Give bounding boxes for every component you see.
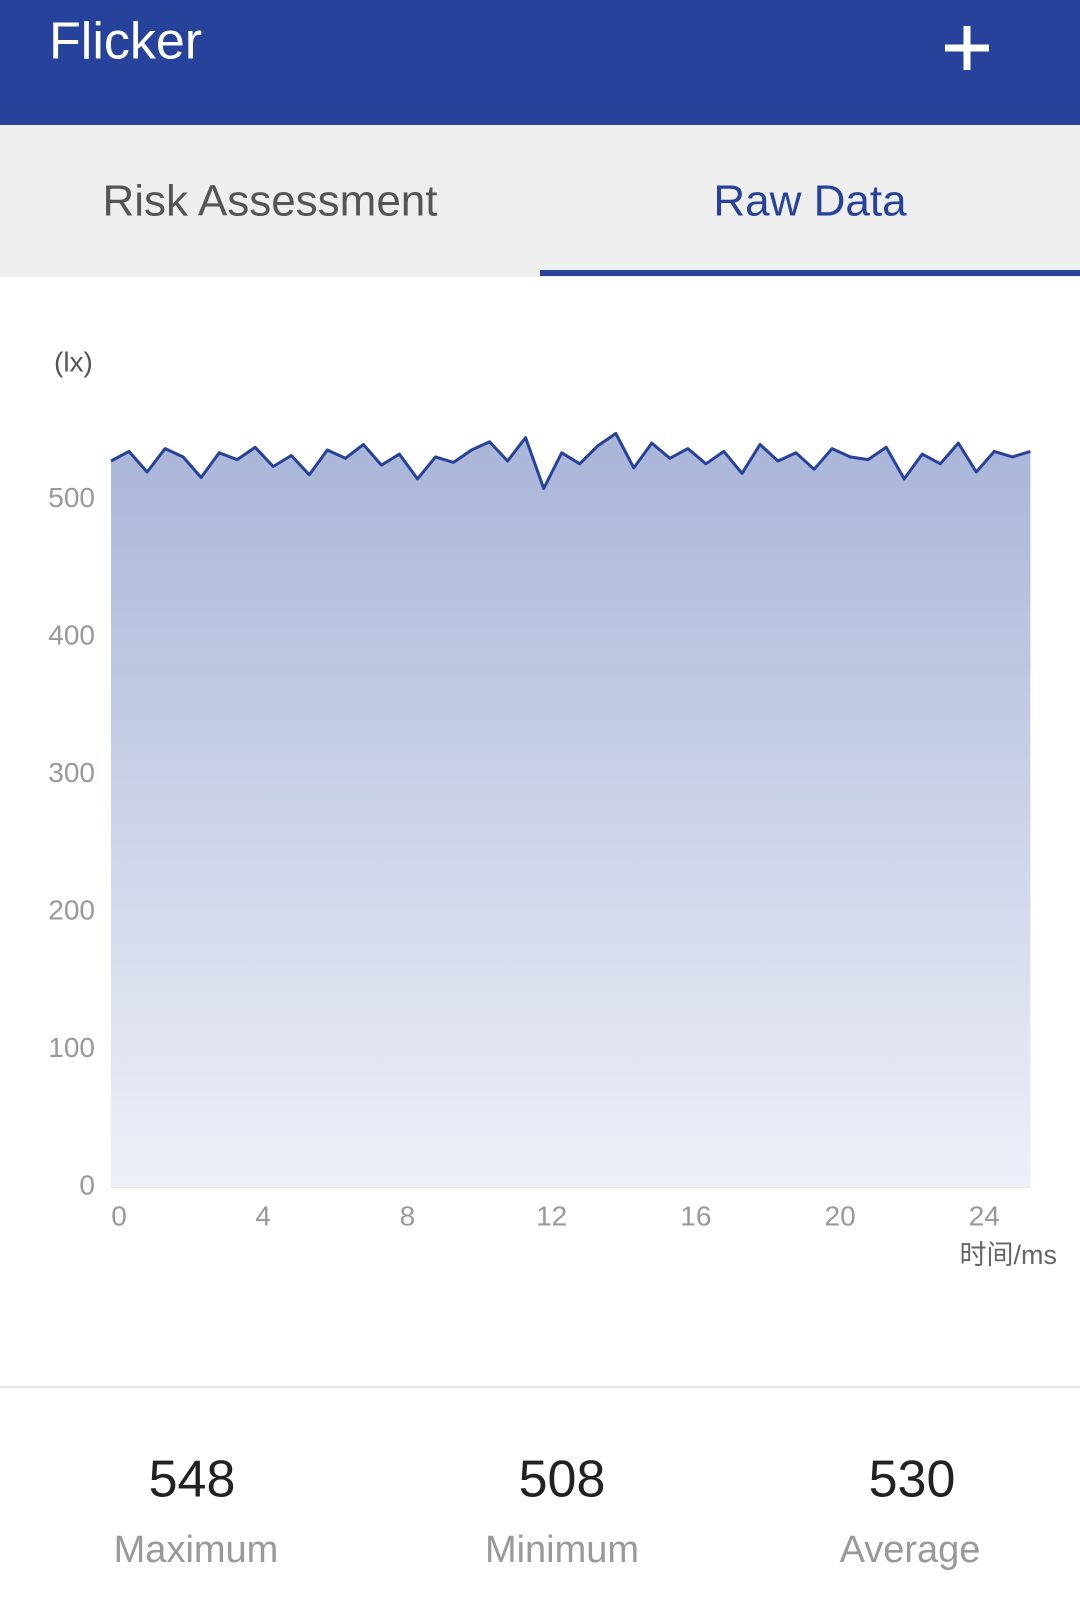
tab-active[interactable]: Raw Data <box>713 177 907 226</box>
x-tick-label: 12 <box>536 1200 567 1231</box>
y-tick-label: 0 <box>79 1169 95 1200</box>
y-unit: (lx) <box>54 346 93 377</box>
stat-value: 548 <box>149 1451 236 1509</box>
app-bar <box>0 0 1080 125</box>
line <box>110 432 1031 490</box>
y-tick-label: 200 <box>48 894 95 925</box>
stat-value: 508 <box>519 1451 606 1509</box>
tab[interactable]: Risk Assessment <box>103 177 438 226</box>
tab-bar <box>0 125 1080 277</box>
stat-label: Average <box>840 1529 981 1571</box>
add-button[interactable] <box>945 26 989 70</box>
plot: 0 100 200 300 400 500 0 4 8 12 16 20 24 <box>48 432 1031 1231</box>
x-tick-label: 24 <box>969 1200 1000 1231</box>
stat-label: Minimum <box>485 1529 639 1571</box>
stat-value: 530 <box>869 1451 956 1509</box>
area-fill <box>111 433 1031 1187</box>
y-tick-label: 400 <box>48 619 95 650</box>
x-tick-label: 8 <box>400 1200 416 1231</box>
app-title: Flicker <box>49 13 202 71</box>
stat-label: Maximum <box>114 1529 279 1571</box>
x-axis-label: 时间/ms <box>960 1240 1058 1270</box>
x-tick-label: 16 <box>680 1200 711 1231</box>
tab-indicator <box>540 270 1080 276</box>
x-tick-label: 20 <box>825 1200 856 1231</box>
x-tick-label: 0 <box>111 1200 127 1231</box>
y-tick-label: 300 <box>48 757 95 788</box>
y-tick-label: 500 <box>48 482 95 513</box>
x-tick-label: 4 <box>255 1200 271 1231</box>
y-tick-label: 100 <box>48 1032 95 1063</box>
